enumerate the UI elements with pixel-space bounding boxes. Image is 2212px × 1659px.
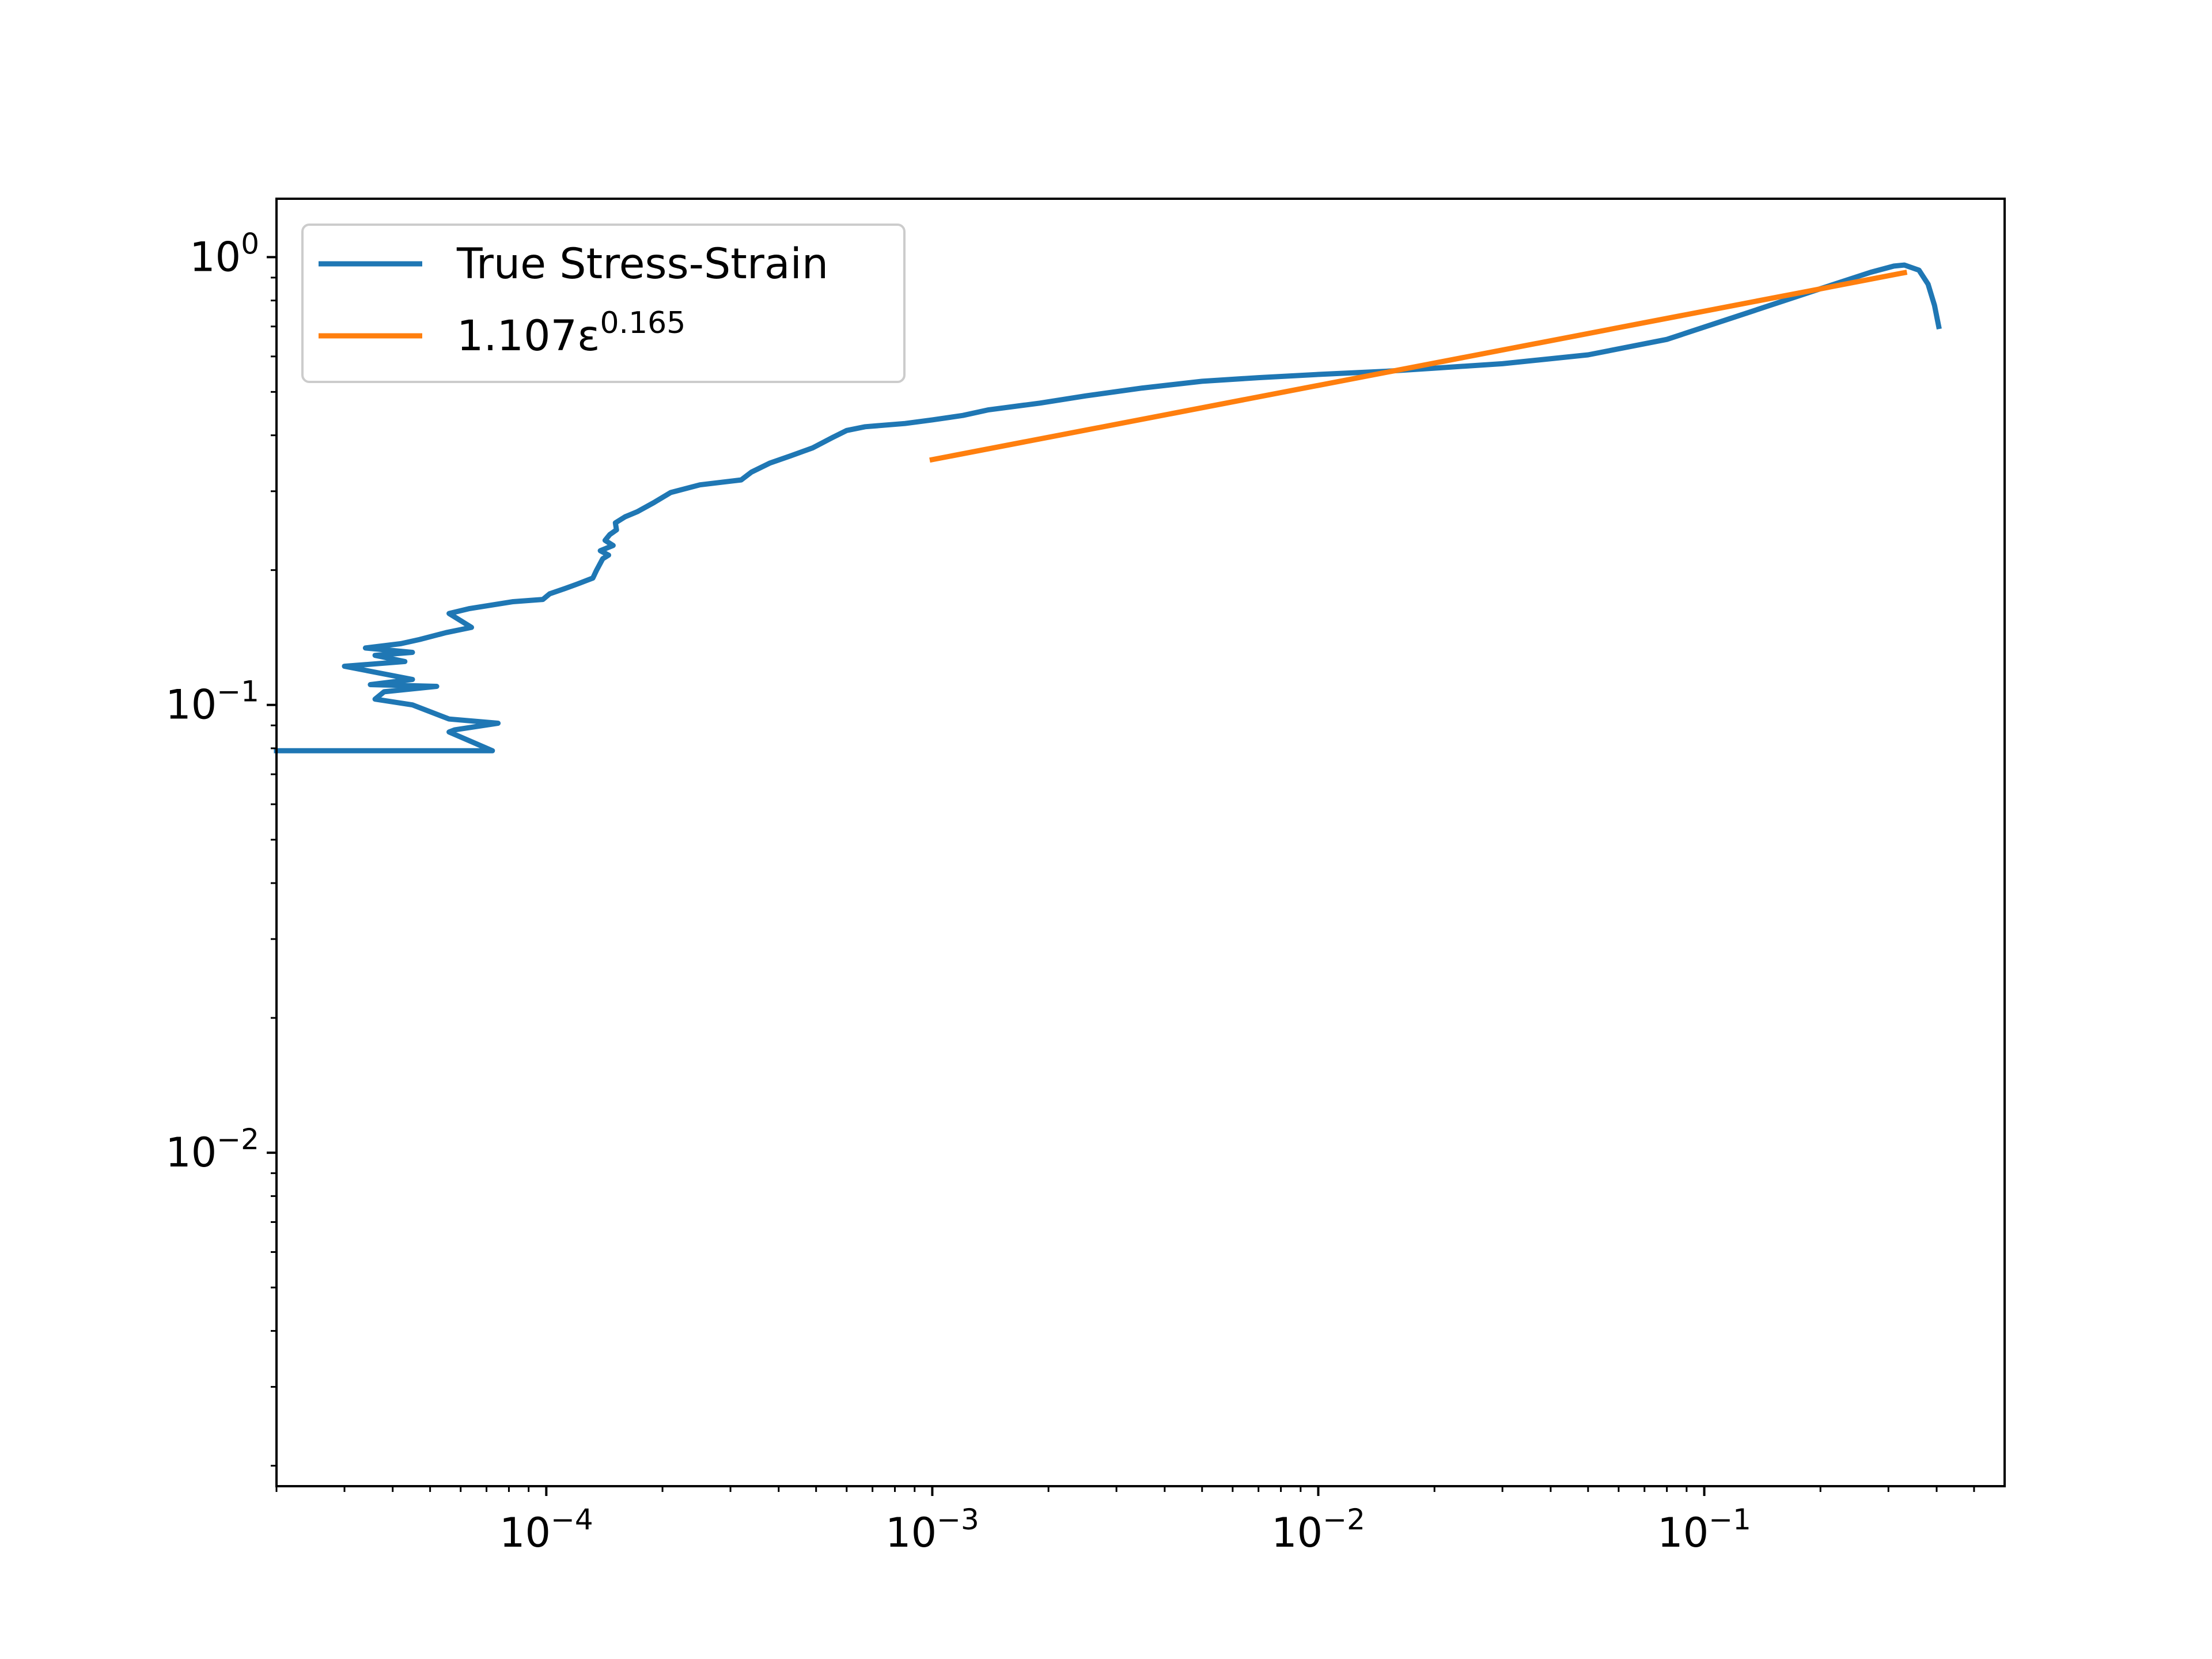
y-tick-label: 10−1 [165,675,259,729]
tick-layer [267,256,1975,1496]
series-line-1 [929,270,1908,463]
x-tick-label: 10−4 [499,1503,593,1556]
legend-box [301,224,906,383]
x-tick-label: 10−2 [1271,1503,1365,1556]
legend: True Stress-Strain 1.107ε0.165 [301,224,906,383]
y-tick-labels: 10−2 10−1 100 [165,227,259,1176]
y-tick-label: 10−2 [165,1123,259,1176]
x-tick-labels: 10−4 10−3 10−2 10−1 [499,1503,1751,1556]
x-tick-label: 10−1 [1657,1503,1751,1556]
series-line-0 [274,262,1942,753]
series-layer [274,262,1942,753]
x-tick-label: 10−3 [885,1503,979,1556]
plot-frame [275,198,2006,1487]
legend-label-power-law-fit: 1.107ε0.165 [457,306,685,361]
legend-label-true-stress-strain: True Stress-Strain [456,240,828,289]
y-tick-label: 100 [190,227,259,281]
